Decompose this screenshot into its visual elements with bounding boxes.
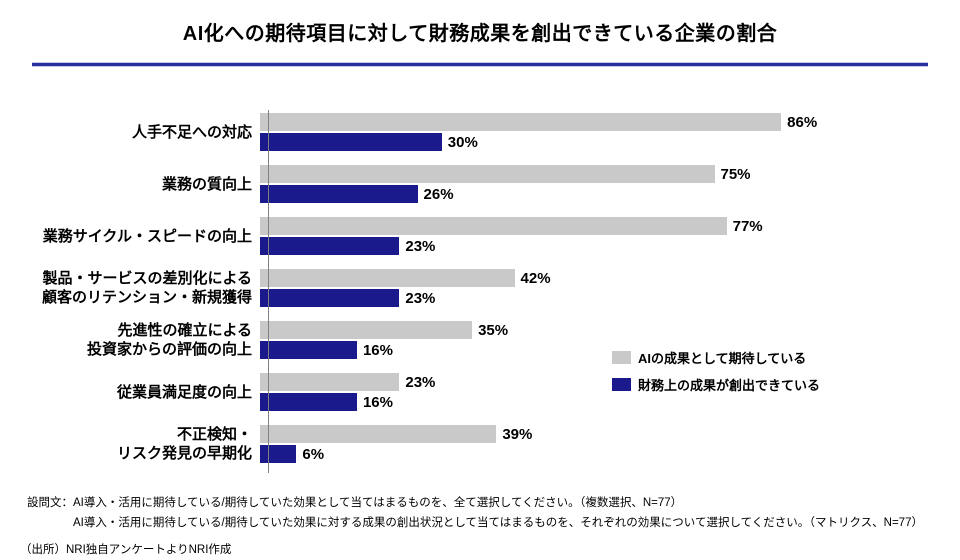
achieved-bar-line: 6%	[260, 445, 532, 463]
achieved-value-label: 30%	[447, 133, 478, 151]
expected-bar	[260, 321, 473, 339]
row-bars: 35% 16%	[260, 321, 508, 359]
achieved-series-label: 財務上の成果が創出できている	[638, 378, 821, 393]
row-bars: 42% 23%	[260, 269, 551, 307]
achieved-bar	[260, 445, 297, 463]
achieved-bar	[260, 133, 442, 151]
expected-bar-line: 35%	[260, 321, 508, 339]
source-note: （出所）NRI独自アンケートよりNRI作成	[20, 544, 232, 556]
achieved-bar-line: 26%	[260, 185, 751, 203]
chart-row: 不正検知・ リスク発見の早期化 39% 6%	[0, 425, 960, 463]
chart-row: 先進性の確立による 投資家からの評価の向上 35% 16%	[0, 321, 960, 359]
row-bars: 75% 26%	[260, 165, 751, 203]
expected-bar-line: 86%	[260, 113, 817, 131]
expected-bar-line: 23%	[260, 373, 435, 391]
chart-row: 業務の質向上 75% 26%	[0, 165, 960, 203]
legend: AIの成果として期待している 財務上の成果が創出できている	[612, 348, 820, 394]
achieved-value-label: 16%	[362, 341, 393, 359]
achieved-value-label: 16%	[362, 393, 393, 411]
chart-row: 従業員満足度の向上 23% 16%	[0, 373, 960, 411]
achieved-bar	[260, 393, 357, 411]
expected-value-label: 42%	[520, 269, 551, 287]
expected-value-label: 86%	[787, 113, 818, 131]
legend-item-expected: AIの成果として期待している	[612, 348, 820, 367]
chart-rows: 人手不足への対応 86% 30% 業務の質向上 75%	[0, 113, 960, 463]
chart-row: 製品・サービスの差別化による 顧客のリテンション・新規獲得 42% 23%	[0, 269, 960, 307]
expected-bar	[260, 269, 515, 287]
expected-bar	[260, 217, 727, 235]
chart-row: 業務サイクル・スピードの向上 77% 23%	[0, 217, 960, 255]
bar-chart: 人手不足への対応 86% 30% 業務の質向上 75%	[0, 110, 960, 473]
category-label: 先進性の確立による 投資家からの評価の向上	[86, 322, 252, 358]
question-note: 設問文： AI導入・活用に期待している/期待していた効果として当てはまるものを、…	[27, 493, 923, 533]
achieved-bar-line: 23%	[260, 289, 551, 307]
category-label: 製品・サービスの差別化による 顧客のリテンション・新規獲得	[41, 270, 252, 306]
expected-value-label: 35%	[478, 321, 509, 339]
title-underline	[32, 63, 928, 66]
row-bars: 77% 23%	[260, 217, 763, 255]
achieved-series-swatch	[612, 378, 631, 391]
category-axis-line	[268, 110, 269, 473]
page-title: AI化への期待項目に対して財務成果を創出できている企業の割合	[182, 23, 778, 45]
expected-bar-line: 39%	[260, 425, 532, 443]
footnotes: 設問文： AI導入・活用に期待している/期待していた効果として当てはまるものを、…	[20, 493, 923, 560]
expected-bar	[260, 373, 400, 391]
category-label: 業務サイクル・スピードの向上	[42, 227, 252, 245]
expected-value-label: 77%	[732, 217, 763, 235]
row-bars: 39% 6%	[260, 425, 532, 463]
legend-item-achieved: 財務上の成果が創出できている	[612, 375, 820, 394]
expected-series-swatch	[612, 351, 631, 364]
expected-bar-line: 75%	[260, 165, 751, 183]
question-line-1: AI導入・活用に期待している/期待していた効果として当てはまるものを、全て選択し…	[73, 497, 683, 509]
expected-bar-line: 42%	[260, 269, 551, 287]
question-line-2: AI導入・活用に期待している/期待していた効果に対する成果の創出状況として当ては…	[73, 517, 923, 529]
expected-bar	[260, 165, 715, 183]
row-bars: 86% 30%	[260, 113, 817, 151]
achieved-bar	[260, 237, 400, 255]
achieved-bar	[260, 185, 418, 203]
question-lines: AI導入・活用に期待している/期待していた効果として当てはまるものを、全て選択し…	[73, 493, 923, 533]
achieved-bar-line: 23%	[260, 237, 763, 255]
achieved-bar-line: 30%	[260, 133, 817, 151]
achieved-bar	[260, 341, 357, 359]
expected-value-label: 75%	[720, 165, 751, 183]
chart-row: 人手不足への対応 86% 30%	[0, 113, 960, 151]
achieved-value-label: 23%	[405, 237, 436, 255]
achieved-value-label: 6%	[302, 445, 325, 463]
category-label: 人手不足への対応	[131, 123, 252, 141]
achieved-bar-line: 16%	[260, 393, 435, 411]
question-prefix: 設問文：	[27, 497, 73, 509]
expected-bar	[260, 113, 782, 131]
expected-value-label: 23%	[405, 373, 436, 391]
category-label: 業務の質向上	[161, 175, 252, 193]
achieved-value-label: 23%	[405, 289, 436, 307]
row-bars: 23% 16%	[260, 373, 435, 411]
achieved-bar	[260, 289, 400, 307]
expected-series-label: AIの成果として期待している	[638, 351, 807, 366]
expected-bar	[260, 425, 497, 443]
category-label: 不正検知・ リスク発見の早期化	[116, 426, 252, 462]
expected-value-label: 39%	[502, 425, 533, 443]
expected-bar-line: 77%	[260, 217, 763, 235]
category-label: 従業員満足度の向上	[116, 383, 252, 401]
slide: AI化への期待項目に対して財務成果を創出できている企業の割合 人手不足への対応 …	[0, 17, 960, 560]
achieved-value-label: 26%	[423, 185, 454, 203]
achieved-bar-line: 16%	[260, 341, 508, 359]
